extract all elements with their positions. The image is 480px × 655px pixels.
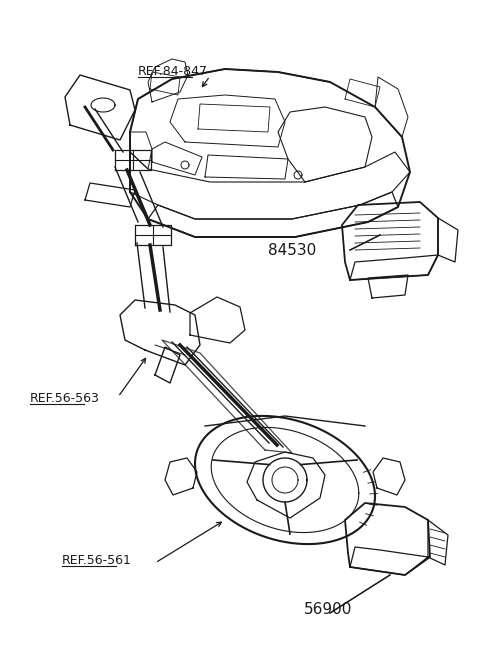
Text: REF.56-561: REF.56-561 (62, 554, 132, 567)
Text: 84530: 84530 (268, 243, 316, 258)
Text: REF.56-563: REF.56-563 (30, 392, 100, 405)
Text: 56900: 56900 (304, 602, 352, 617)
Text: REF.84-847: REF.84-847 (138, 65, 208, 78)
